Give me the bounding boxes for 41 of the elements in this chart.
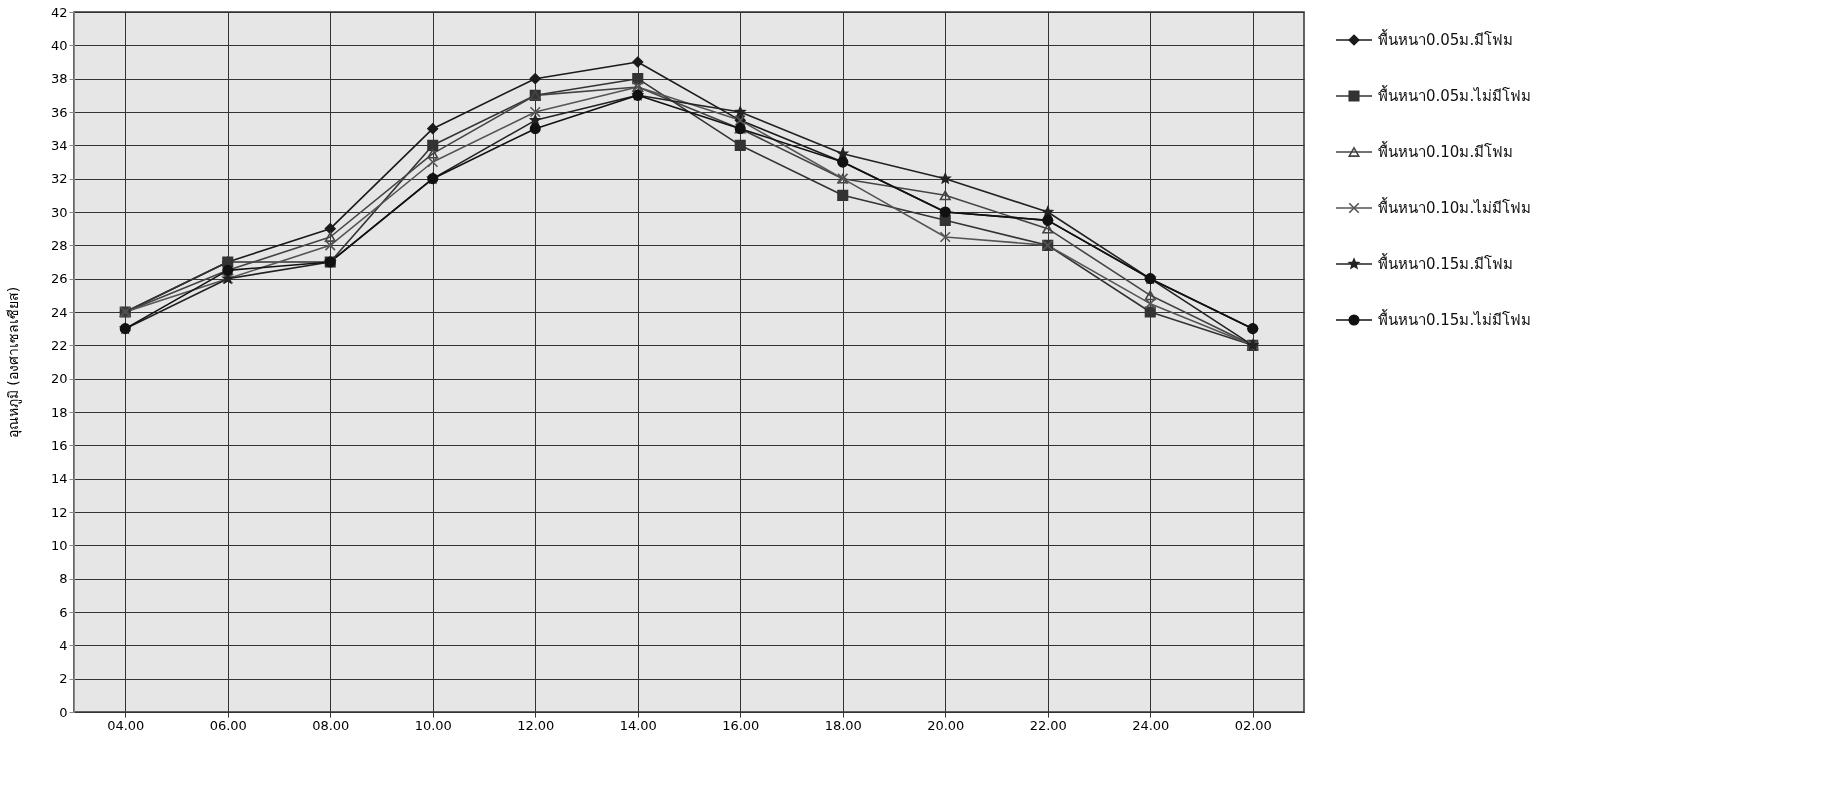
x-tick-label: 22.00 [1029, 717, 1067, 733]
x-tick-label: 08.00 [312, 717, 350, 733]
y-tick-label: 0 [59, 704, 68, 720]
y-tick-label: 12 [50, 504, 68, 520]
x-tick-label: 10.00 [414, 717, 452, 733]
y-axis-title: อุณหภูมิ (องศาเซลเซียส) [4, 286, 22, 439]
y-tick-label: 24 [50, 304, 68, 320]
y-tick-label: 10 [50, 537, 68, 553]
legend-label: พื้นหนา0.05ม.มีโฟม [1378, 29, 1514, 49]
y-tick-label: 34 [50, 137, 68, 153]
y-tick-label: 42 [50, 4, 68, 20]
y-tick-label: 36 [50, 104, 68, 120]
y-tick-label: 30 [50, 204, 68, 220]
y-tick-label: 6 [59, 604, 68, 620]
x-tick-label: 16.00 [722, 717, 760, 733]
legend-label: พื้นหนา0.05ม.ไม่มีโฟม [1378, 85, 1532, 105]
y-tick-label: 26 [50, 271, 68, 287]
y-tick-label: 4 [59, 637, 68, 653]
legend-label: พื้นหนา0.15ม.ไม่มีโฟม [1378, 309, 1532, 329]
y-tick-label: 18 [50, 404, 68, 420]
x-tick-label: 18.00 [824, 717, 862, 733]
y-tick-label: 8 [59, 571, 68, 587]
y-tick-label: 14 [50, 471, 68, 487]
y-tick-label: 2 [59, 671, 68, 687]
x-tick-label: 24.00 [1132, 717, 1170, 733]
y-tick-label: 16 [50, 437, 68, 453]
legend-label: พื้นหนา0.15ม.มีโฟม [1378, 253, 1514, 273]
y-tick-label: 22 [50, 337, 68, 353]
y-tick-label: 20 [50, 371, 68, 387]
y-tick-label: 28 [50, 237, 68, 253]
legend-label: พื้นหนา0.10ม.มีโฟม [1378, 141, 1514, 161]
y-tick-label: 40 [50, 37, 68, 53]
x-tick-label: 20.00 [927, 717, 965, 733]
x-tick-label: 14.00 [619, 717, 657, 733]
legend-label: พื้นหนา0.10ม.ไม่มีโฟม [1378, 197, 1532, 217]
x-tick-label: 02.00 [1234, 717, 1272, 733]
x-tick-label: 12.00 [517, 717, 555, 733]
x-tick-label: 04.00 [107, 717, 145, 733]
y-tick-label: 38 [50, 71, 68, 87]
x-tick-label: 06.00 [209, 717, 247, 733]
y-tick-label: 32 [50, 171, 68, 187]
